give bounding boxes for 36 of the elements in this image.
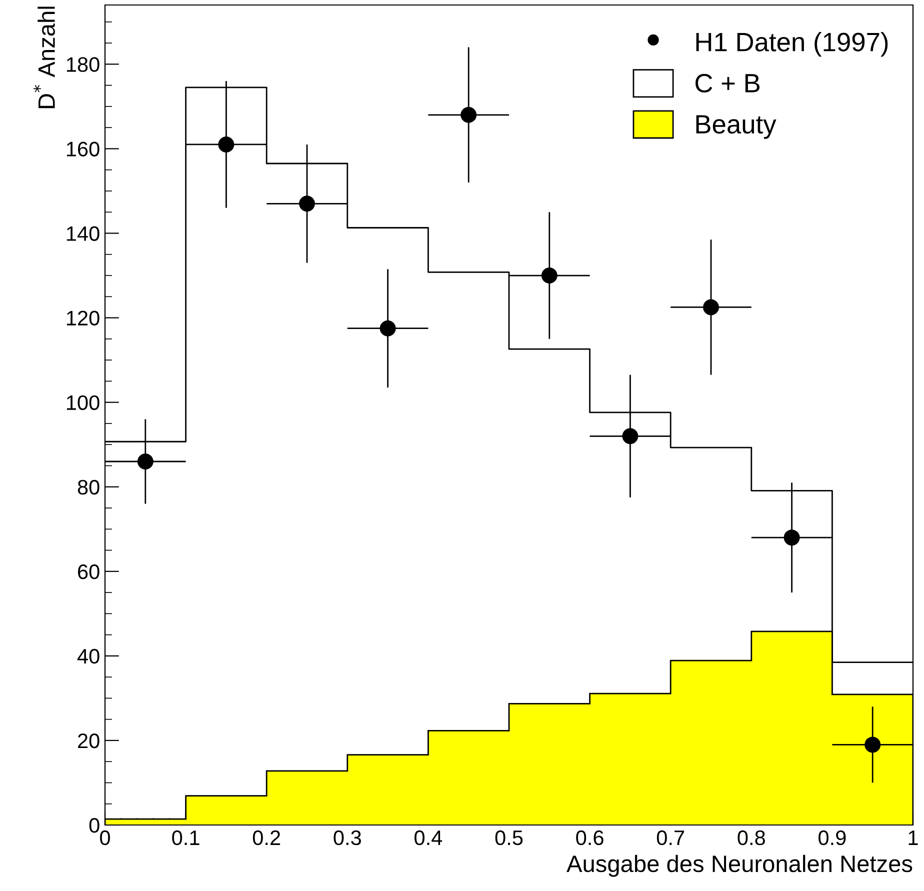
point xyxy=(460,106,477,123)
y-tick-label: 160 xyxy=(66,142,100,156)
legend-label: C + B xyxy=(696,74,760,93)
x-tick-label: 0.4 xyxy=(414,830,442,846)
y-tick-label: 100 xyxy=(66,395,100,410)
point xyxy=(622,428,638,444)
y-tick-label: 0 xyxy=(89,818,100,833)
x-tick-label: 0.2 xyxy=(252,830,280,846)
point xyxy=(541,268,558,284)
x-tick-label: 0.1 xyxy=(172,830,200,846)
y-tick-label: 20 xyxy=(78,733,100,748)
x-tick-label: 0 xyxy=(100,830,110,846)
x-tick-label: 1 xyxy=(908,830,918,845)
y-tick-label: 120 xyxy=(66,310,100,326)
point xyxy=(299,196,315,212)
point xyxy=(137,454,154,470)
y-tick-label: 180 xyxy=(66,57,100,72)
x-tick-label: 0.5 xyxy=(495,830,523,846)
y-tick-label: 60 xyxy=(78,564,100,580)
point xyxy=(784,530,800,546)
point xyxy=(218,136,234,152)
point xyxy=(703,299,719,316)
x-tick-label: 0.3 xyxy=(334,830,361,846)
y-tick-label: 80 xyxy=(78,480,100,495)
x-tick-label: 0.8 xyxy=(738,830,765,846)
x-tick-label: 0.7 xyxy=(656,830,684,846)
x-tick-label: 0.6 xyxy=(576,830,604,846)
legend-label: H1 Daten (1997) xyxy=(696,32,888,57)
y-axis-title: D$^{*}$ Anzahl xyxy=(33,6,55,108)
point xyxy=(864,736,881,753)
x-axis-title: Ausgabe des Neuronalen Netzes xyxy=(566,854,912,877)
y-tick-label: 140 xyxy=(66,226,100,241)
point xyxy=(380,320,396,336)
legend-label: Beauty xyxy=(696,115,776,139)
x-tick-label: 0.9 xyxy=(818,830,846,846)
y-tick-label: 40 xyxy=(77,648,100,664)
